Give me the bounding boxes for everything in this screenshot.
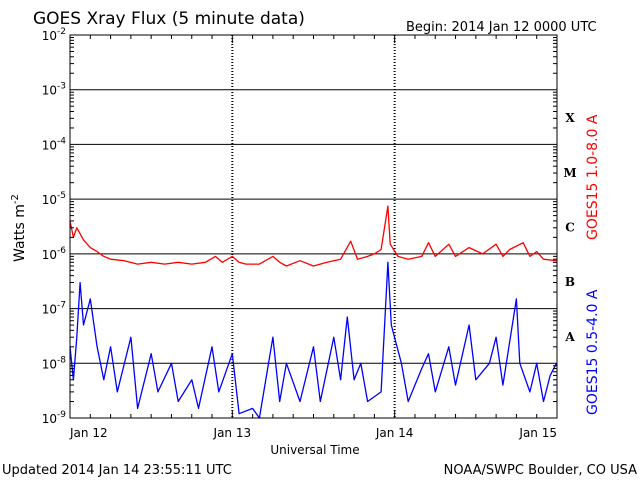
- flare-class-c: C: [565, 221, 575, 235]
- y-axis-label-text: Watts m: [12, 204, 28, 262]
- y-axis-label: Watts m-2: [10, 194, 28, 262]
- updated-label: Updated 2014 Jan 14 23:55:11 UTC: [2, 463, 232, 478]
- plot-frame: [69, 34, 558, 419]
- grid-layer: [70, 35, 557, 418]
- y-tick-base: 10: [42, 357, 57, 371]
- legend-short: GOES15 0.5-4.0 A: [585, 289, 601, 415]
- legend-long: GOES15 1.0-8.0 A: [585, 114, 601, 240]
- y-axis-label-exponent: -2: [10, 194, 21, 204]
- series-line-long: [69, 205, 557, 267]
- y-tick-base: 10: [42, 412, 57, 426]
- y-axis-ticks: 10-910-810-710-610-510-410-310-2: [42, 27, 557, 426]
- series-line-short: [69, 261, 557, 419]
- y-tick-base: 10: [42, 193, 57, 207]
- y-tick-exponent: -2: [57, 27, 66, 37]
- y-tick-base: 10: [42, 303, 57, 317]
- flare-class-a: A: [564, 330, 575, 344]
- chart-title: GOES Xray Flux (5 minute data): [33, 9, 305, 29]
- y-tick-exponent: -6: [57, 246, 66, 256]
- x-tick-label: Jan 12: [69, 426, 108, 440]
- y-tick-label: 10-2: [42, 27, 66, 43]
- series-layer: [69, 205, 557, 419]
- x-tick-label: Jan 14: [375, 426, 414, 440]
- y-tick-base: 10: [42, 248, 57, 262]
- x-tick-label: Jan 13: [213, 426, 252, 440]
- y-tick-exponent: -3: [57, 82, 66, 92]
- y-tick-base: 10: [42, 84, 57, 98]
- x-axis-ticks: Jan 12 Jan 13 Jan 14 Jan 15: [69, 35, 558, 440]
- y-tick-label: 10-3: [42, 82, 66, 98]
- y-tick-exponent: -8: [57, 355, 66, 365]
- begin-label: Begin: 2014 Jan 12 0000 UTC: [406, 20, 597, 35]
- y-tick-exponent: -9: [57, 410, 66, 420]
- y-tick-label: 10-5: [42, 191, 66, 207]
- y-tick-label: 10-7: [42, 301, 66, 317]
- x-tick-label: Jan 15: [518, 426, 557, 440]
- y-tick-exponent: -7: [57, 301, 66, 311]
- source-label: NOAA/SWPC Boulder, CO USA: [444, 463, 637, 478]
- flare-class-b: B: [565, 275, 575, 289]
- flare-class-x: X: [565, 111, 575, 125]
- y-tick-exponent: -5: [57, 191, 66, 201]
- flare-class-m: M: [563, 166, 576, 180]
- y-axis-label-group: Watts m-2: [10, 194, 28, 262]
- legend-short-group: GOES15 0.5-4.0 A: [585, 289, 601, 415]
- y-tick-label: 10-6: [42, 246, 67, 262]
- y-tick-exponent: -4: [57, 136, 66, 146]
- legend-long-group: GOES15 1.0-8.0 A: [585, 114, 601, 240]
- flare-class-labels: A B C M X: [563, 111, 576, 344]
- y-tick-base: 10: [42, 138, 57, 152]
- y-tick-base: 10: [42, 29, 57, 43]
- x-axis-label: Universal Time: [270, 443, 359, 457]
- y-tick-label: 10-8: [42, 355, 67, 371]
- y-tick-label: 10-4: [42, 136, 67, 152]
- y-tick-label: 10-9: [42, 410, 67, 426]
